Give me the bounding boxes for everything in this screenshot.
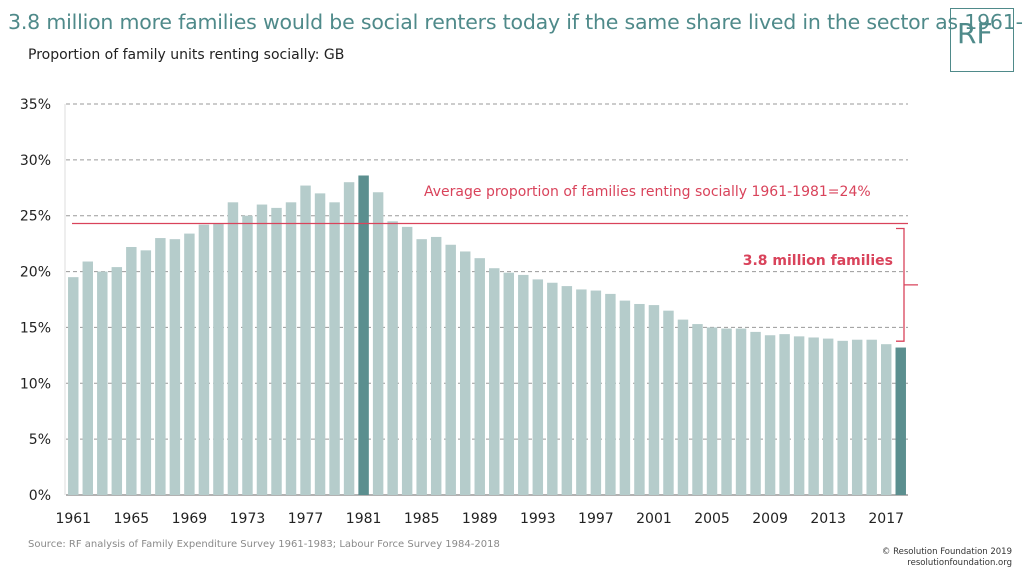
bar-1974 — [256, 204, 268, 496]
x-tick-label: 1977 — [288, 511, 324, 527]
y-tick-label: 5% — [29, 432, 51, 448]
bar-1987 — [445, 244, 456, 495]
x-tick-label: 1997 — [578, 511, 614, 527]
bar-2010 — [779, 334, 790, 495]
x-tick-label: 2001 — [636, 511, 672, 527]
x-tick-label: 2017 — [868, 511, 904, 527]
x-tick-label: 2005 — [694, 511, 730, 527]
bar-1970 — [198, 224, 210, 495]
bar-2007 — [735, 328, 747, 495]
bar-1961 — [68, 277, 79, 495]
y-tick-label: 0% — [29, 488, 51, 504]
bar-1967 — [155, 238, 166, 496]
x-tick-label: 1961 — [55, 511, 91, 527]
bar-2002 — [663, 310, 674, 495]
chart-subtitle: Proportion of family units renting socia… — [28, 47, 345, 63]
bar-1988 — [459, 251, 471, 495]
copyright-text: © Resolution Foundation 2019 — [881, 547, 1012, 557]
bar-1977 — [300, 185, 311, 495]
bar-1973 — [242, 215, 253, 495]
bar-2006 — [721, 328, 732, 495]
bar-2014 — [837, 340, 848, 495]
annotations: Average proportion of families renting s… — [72, 184, 918, 342]
bar-2005 — [706, 327, 718, 495]
bar-2009 — [764, 335, 776, 495]
y-axis-labels: 0% 5% 10% 15% 20% 25% 30% 35% — [20, 97, 51, 504]
bar-2011 — [793, 336, 805, 495]
bar-1992 — [518, 274, 529, 495]
bar-1979 — [329, 202, 340, 495]
bar-1978 — [314, 193, 326, 495]
bracket-label: 3.8 million families — [743, 253, 893, 269]
bracket — [896, 227, 918, 342]
x-tick-label: 1985 — [404, 511, 440, 527]
bar-1996 — [576, 289, 587, 495]
y-tick-label: 20% — [20, 265, 51, 281]
bar-1976 — [285, 202, 297, 495]
bar-1964 — [111, 267, 123, 495]
bar-2017 — [880, 344, 892, 495]
y-tick-label: 15% — [20, 320, 51, 336]
x-axis-labels: 1961 1965 1969 1973 1977 1981 1985 1989 1993 1997… — [55, 511, 904, 527]
bar-2013 — [822, 338, 834, 495]
website-text: resolutionfoundation.org — [907, 558, 1012, 568]
x-tick-label: 1973 — [230, 511, 266, 527]
bars — [68, 175, 906, 496]
bar-1989 — [474, 258, 485, 495]
bar-2008 — [750, 331, 761, 495]
bar-2003 — [677, 319, 689, 495]
bar-2000 — [634, 303, 645, 495]
bar-1982 — [372, 192, 384, 496]
bar-1963 — [97, 271, 108, 495]
bar-1985 — [416, 239, 427, 495]
bar-1984 — [401, 226, 413, 495]
source-note: Source: RF analysis of Family Expenditur… — [28, 539, 500, 550]
bar-1980 — [343, 182, 355, 495]
x-tick-label: 1981 — [346, 511, 382, 527]
bar-1983 — [387, 221, 398, 496]
bar-2001 — [648, 305, 660, 495]
bar-1999 — [619, 300, 631, 495]
reference-line-label: Average proportion of families renting s… — [424, 184, 871, 200]
rf-logo-text: RF — [957, 17, 993, 50]
bar-1975 — [271, 207, 282, 495]
bar-1966 — [140, 250, 152, 495]
bar-1995 — [561, 286, 573, 495]
bar-2016 — [866, 339, 877, 495]
bar-1971 — [213, 223, 224, 495]
bar-2018 — [895, 347, 906, 495]
x-tick-label: 1969 — [172, 511, 208, 527]
copyright-block: © Resolution Foundation 2019 resolutionf… — [882, 547, 1012, 569]
x-tick-label: 2013 — [810, 511, 846, 527]
bar-1997 — [590, 290, 602, 495]
y-tick-label: 30% — [20, 153, 51, 169]
bar-1981 — [358, 175, 369, 496]
bar-1993 — [532, 279, 544, 495]
bar-1998 — [605, 293, 616, 495]
bar-1990 — [489, 268, 500, 495]
y-tick-label: 25% — [20, 209, 51, 225]
bar-1962 — [82, 261, 94, 495]
rf-logo: RF — [950, 8, 1014, 72]
bar-2004 — [692, 324, 703, 495]
x-tick-label: 1965 — [114, 511, 150, 527]
x-tick-label: 2009 — [752, 511, 788, 527]
y-tick-label: 10% — [20, 376, 51, 392]
bar-1991 — [503, 272, 515, 495]
bar-2015 — [851, 339, 863, 495]
bar-1994 — [547, 282, 558, 495]
y-tick-label: 35% — [20, 97, 51, 113]
bar-1968 — [169, 239, 181, 495]
bar-1965 — [126, 246, 137, 495]
x-tick-label: 1989 — [462, 511, 498, 527]
bar-2012 — [808, 337, 819, 495]
bar-1986 — [430, 236, 442, 495]
chart-title: 3.8 million more families would be socia… — [8, 10, 1024, 34]
x-tick-label: 1993 — [520, 511, 556, 527]
bar-1972 — [227, 202, 239, 495]
bar-1969 — [184, 233, 195, 496]
